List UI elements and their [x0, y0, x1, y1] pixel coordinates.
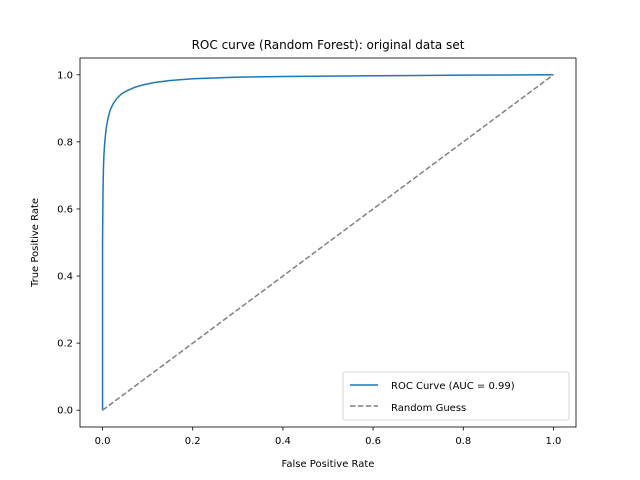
x-axis-label: False Positive Rate: [282, 459, 375, 470]
x-tick-label: 0.6: [365, 436, 381, 447]
x-tick-label: 0.2: [185, 436, 201, 447]
y-tick-label: 1.0: [57, 70, 73, 81]
y-axis-label: True Positive Rate: [30, 198, 41, 288]
legend-random-guess-label: Random Guess: [391, 403, 466, 414]
y-tick-label: 0.8: [57, 137, 73, 148]
x-tick-label: 0.4: [275, 436, 291, 447]
random-guess-line: [102, 74, 554, 411]
y-tick-label: 0.4: [57, 272, 73, 283]
roc-curve-line: [101, 74, 554, 411]
chart-title: ROC curve (Random Forest): original data…: [192, 38, 465, 52]
legend-frame: [342, 371, 570, 421]
x-axis-ticks: 0.0 0.2 0.4 0.6 0.8 1.0: [95, 427, 562, 447]
x-tick-label: 0.8: [455, 436, 471, 447]
x-tick-label: 1.0: [546, 436, 562, 447]
x-tick-label: 0.0: [95, 436, 111, 447]
plot-frame: [79, 57, 577, 428]
y-tick-label: 0.2: [57, 339, 73, 350]
series-layer: [101, 74, 554, 411]
y-tick-label: 0.0: [57, 406, 73, 417]
legend-roc-label: ROC Curve (AUC = 0.99): [391, 381, 515, 392]
legend: ROC Curve (AUC = 0.99) Random Guess: [342, 371, 570, 421]
y-tick-label: 0.6: [57, 204, 73, 215]
y-axis-ticks: 0.0 0.2 0.4 0.6 0.8 1.0: [57, 70, 80, 417]
